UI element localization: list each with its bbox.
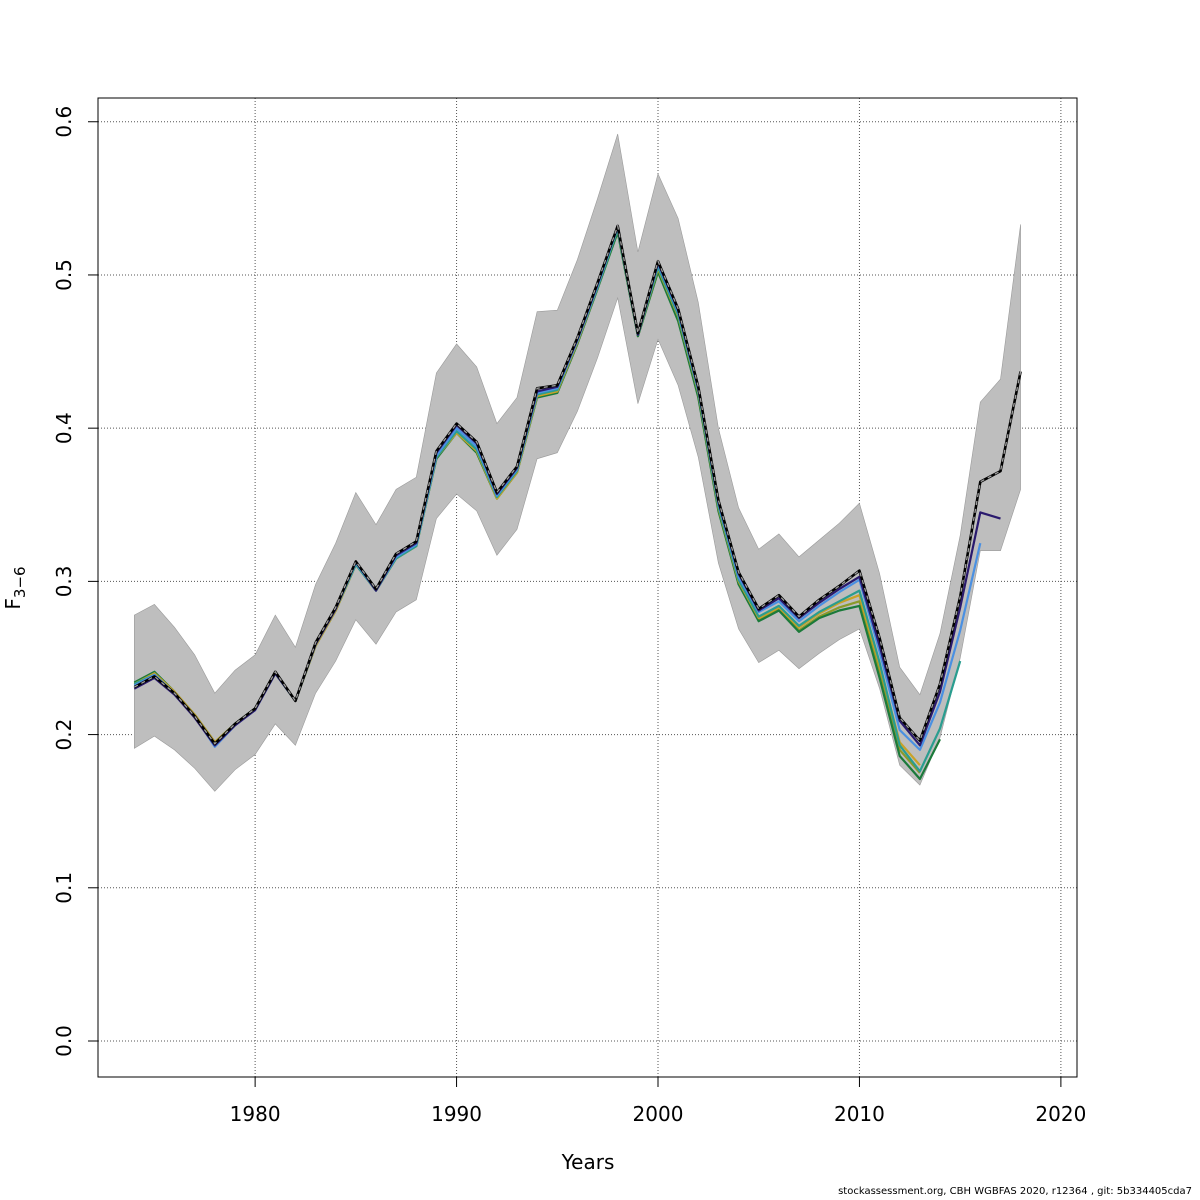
- x-tick-label-2000: 2000: [633, 1102, 684, 1126]
- x-tick-label-2020: 2020: [1035, 1102, 1086, 1126]
- y-tick-label-0.2: 0.2: [52, 719, 76, 751]
- y-tick-label-0.6: 0.6: [52, 106, 76, 138]
- x-tick-label-1990: 1990: [431, 1102, 482, 1126]
- x-tick-label-1980: 1980: [230, 1102, 281, 1126]
- y-tick-label-0.1: 0.1: [52, 872, 76, 904]
- y-tick-label-0.5: 0.5: [52, 259, 76, 291]
- x-axis: 1980 1990 2000 2010 2020: [230, 1076, 1086, 1126]
- x-axis-title: Years: [561, 1150, 615, 1174]
- svg-text:F3−6: F3−6: [1, 566, 29, 609]
- y-axis: 0.0 0.1 0.2 0.3 0.4 0.5 0.6: [52, 106, 99, 1057]
- series-lines-layer: [133, 223, 1022, 781]
- y-axis-title: F3−6: [1, 566, 29, 609]
- y-axis-title-sub: 3−6: [11, 566, 29, 598]
- y-axis-title-main: F: [1, 598, 25, 610]
- y-tick-label-0.4: 0.4: [52, 412, 76, 444]
- y-tick-label-0.0: 0.0: [52, 1025, 76, 1057]
- y-tick-label-0.3: 0.3: [52, 565, 76, 597]
- x-tick-label-2010: 2010: [834, 1102, 885, 1126]
- series-line-final-assessment-dashed: [133, 223, 1022, 745]
- footer-credit: stockassessment.org, CBH WGBFAS 2020, r1…: [838, 1186, 1192, 1197]
